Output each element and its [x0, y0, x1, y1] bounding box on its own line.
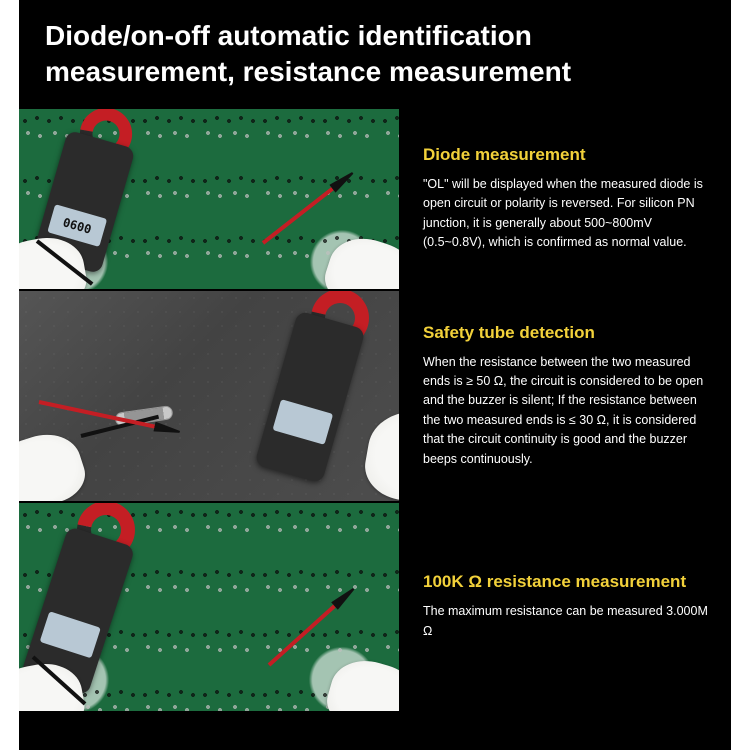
infographic-panel: Diode/on-off automatic identification me… — [19, 0, 731, 750]
section-image-diode: 0600 — [19, 109, 399, 289]
section-heading: Diode measurement — [423, 145, 711, 165]
section-heading: Safety tube detection — [423, 323, 711, 343]
section-body: "OL" will be displayed when the measured… — [423, 175, 711, 253]
section-image-safety-tube — [19, 291, 399, 501]
meter-display — [40, 611, 100, 657]
section-text-diode: Diode measurement "OL" will be displayed… — [399, 109, 731, 289]
section-image-resistance — [19, 503, 399, 711]
section-text-safety-tube: Safety tube detection When the resistanc… — [399, 291, 731, 501]
meter-display — [273, 399, 333, 444]
section-diode: 0600 Diode measurement "OL" will be disp… — [19, 107, 731, 289]
section-resistance: 100K Ω resistance measurement The maximu… — [19, 501, 731, 711]
section-heading: 100K Ω resistance measurement — [423, 572, 711, 592]
section-body: When the resistance between the two meas… — [423, 353, 711, 469]
main-title: Diode/on-off automatic identification me… — [19, 0, 731, 107]
section-safety-tube: Safety tube detection When the resistanc… — [19, 289, 731, 501]
section-text-resistance: 100K Ω resistance measurement The maximu… — [399, 503, 731, 711]
section-body: The maximum resistance can be measured 3… — [423, 602, 711, 641]
